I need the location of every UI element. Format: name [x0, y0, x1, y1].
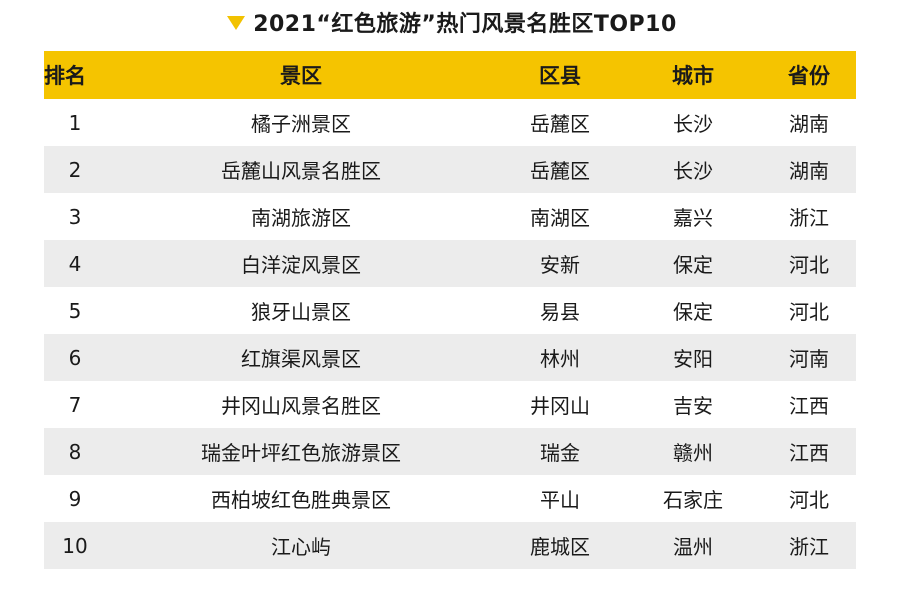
scenic-area-cell: 瑞金叶坪红色旅游景区 [106, 428, 496, 475]
city-cell: 温州 [624, 522, 762, 569]
rank-cell: 4 [44, 240, 106, 287]
rank-cell: 1 [44, 99, 106, 146]
province-cell: 江西 [762, 381, 856, 428]
district-cell: 易县 [496, 287, 624, 334]
district-cell: 平山 [496, 475, 624, 522]
scenic-area-cell: 岳麓山风景名胜区 [106, 146, 496, 193]
table-header-row: 排名 景区 区县 城市 省份 [44, 51, 856, 99]
table-row: 8 瑞金叶坪红色旅游景区 瑞金 赣州 江西 [44, 428, 856, 475]
ranking-table: 排名 景区 区县 城市 省份 1 橘子洲景区 岳麓区 长沙 湖南 2 岳麓山风景… [44, 51, 856, 569]
city-cell: 石家庄 [624, 475, 762, 522]
table-row: 10 江心屿 鹿城区 温州 浙江 [44, 522, 856, 569]
rank-cell: 7 [44, 381, 106, 428]
district-cell: 林州 [496, 334, 624, 381]
table-row: 7 井冈山风景名胜区 井冈山 吉安 江西 [44, 381, 856, 428]
header-rank: 排名 [44, 51, 106, 99]
rank-cell: 5 [44, 287, 106, 334]
triangle-down-icon [227, 16, 246, 30]
province-cell: 河北 [762, 475, 856, 522]
scenic-area-cell: 江心屿 [106, 522, 496, 569]
city-cell: 吉安 [624, 381, 762, 428]
province-cell: 浙江 [762, 522, 856, 569]
district-cell: 岳麓区 [496, 146, 624, 193]
city-cell: 保定 [624, 240, 762, 287]
scenic-area-cell: 西柏坡红色胜典景区 [106, 475, 496, 522]
rank-cell: 2 [44, 146, 106, 193]
district-cell: 井冈山 [496, 381, 624, 428]
page-title: 2021“红色旅游”热门风景名胜区TOP10 [253, 12, 677, 37]
city-cell: 保定 [624, 287, 762, 334]
province-cell: 浙江 [762, 193, 856, 240]
table-row: 1 橘子洲景区 岳麓区 长沙 湖南 [44, 99, 856, 146]
district-cell: 安新 [496, 240, 624, 287]
header-district: 区县 [496, 51, 624, 99]
province-cell: 湖南 [762, 146, 856, 193]
header-scenic-area: 景区 [106, 51, 496, 99]
scenic-area-cell: 井冈山风景名胜区 [106, 381, 496, 428]
table-row: 5 狼牙山景区 易县 保定 河北 [44, 287, 856, 334]
header-province: 省份 [762, 51, 856, 99]
province-cell: 河北 [762, 287, 856, 334]
table-row: 4 白洋淀风景区 安新 保定 河北 [44, 240, 856, 287]
city-cell: 安阳 [624, 334, 762, 381]
province-cell: 河北 [762, 240, 856, 287]
district-cell: 瑞金 [496, 428, 624, 475]
rank-cell: 10 [44, 522, 106, 569]
table-row: 3 南湖旅游区 南湖区 嘉兴 浙江 [44, 193, 856, 240]
rank-cell: 3 [44, 193, 106, 240]
province-cell: 湖南 [762, 99, 856, 146]
rank-cell: 8 [44, 428, 106, 475]
city-cell: 嘉兴 [624, 193, 762, 240]
rank-cell: 9 [44, 475, 106, 522]
district-cell: 岳麓区 [496, 99, 624, 146]
rank-cell: 6 [44, 334, 106, 381]
city-cell: 长沙 [624, 146, 762, 193]
title-row: 2021“红色旅游”热门风景名胜区TOP10 [0, 0, 904, 44]
header-city: 城市 [624, 51, 762, 99]
scenic-area-cell: 橘子洲景区 [106, 99, 496, 146]
district-cell: 鹿城区 [496, 522, 624, 569]
district-cell: 南湖区 [496, 193, 624, 240]
city-cell: 赣州 [624, 428, 762, 475]
scenic-area-cell: 白洋淀风景区 [106, 240, 496, 287]
table-row: 2 岳麓山风景名胜区 岳麓区 长沙 湖南 [44, 146, 856, 193]
scenic-area-cell: 红旗渠风景区 [106, 334, 496, 381]
scenic-area-cell: 南湖旅游区 [106, 193, 496, 240]
province-cell: 江西 [762, 428, 856, 475]
table-row: 6 红旗渠风景区 林州 安阳 河南 [44, 334, 856, 381]
province-cell: 河南 [762, 334, 856, 381]
city-cell: 长沙 [624, 99, 762, 146]
table-row: 9 西柏坡红色胜典景区 平山 石家庄 河北 [44, 475, 856, 522]
scenic-area-cell: 狼牙山景区 [106, 287, 496, 334]
